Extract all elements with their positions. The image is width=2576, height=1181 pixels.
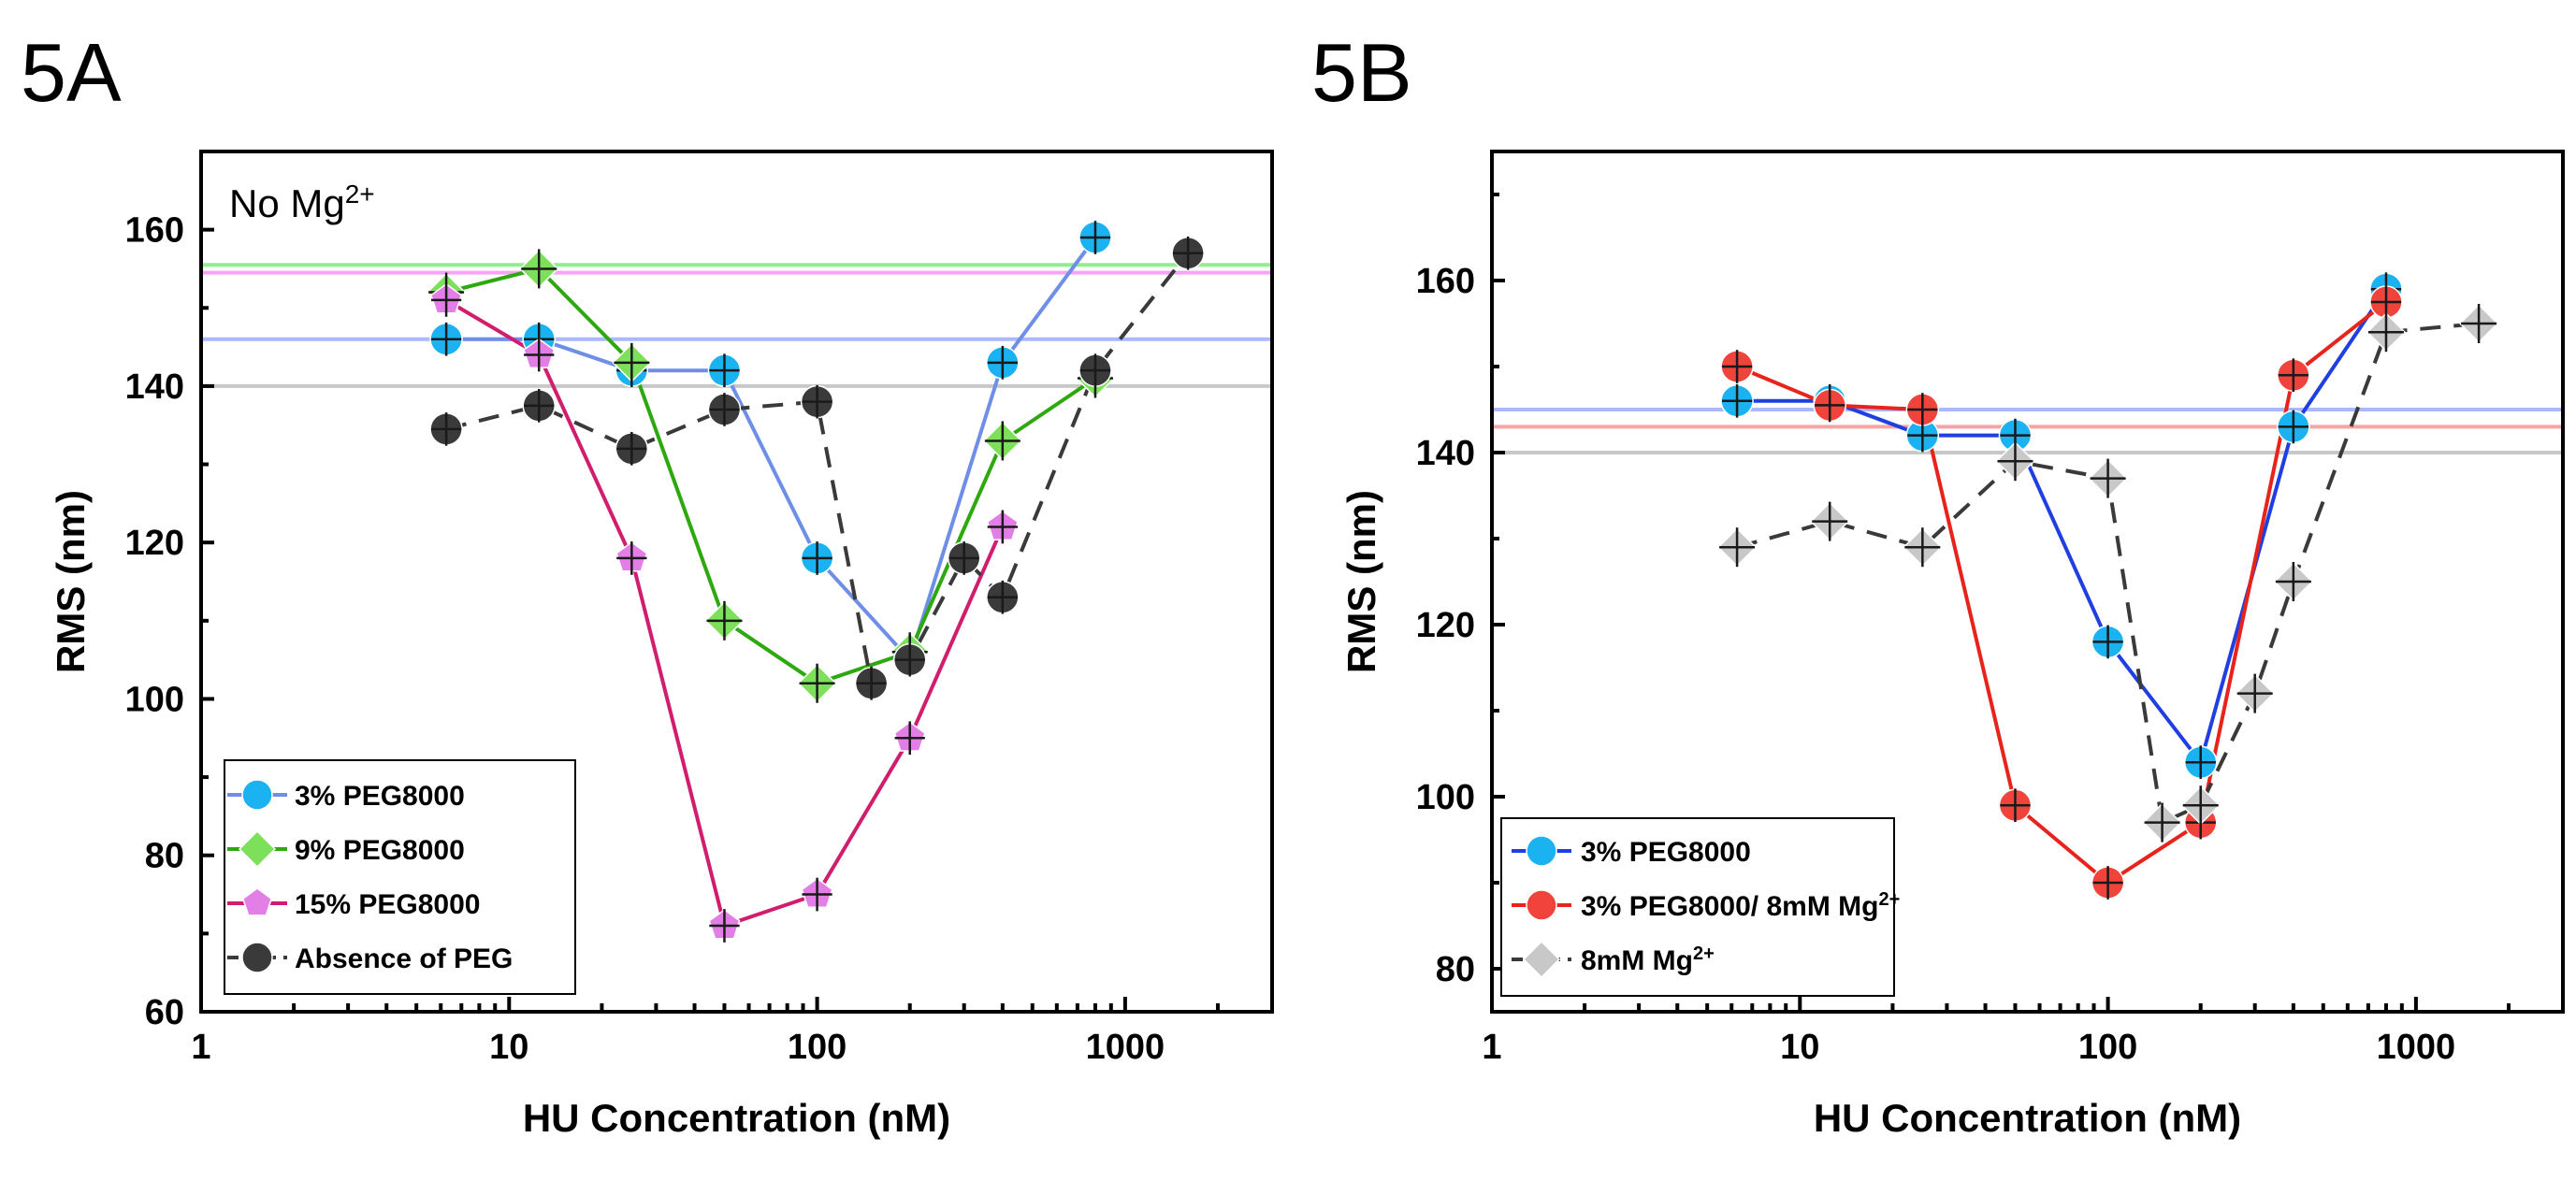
legend-box-a xyxy=(224,759,576,995)
y-tick-label-a-100: 100 xyxy=(125,680,184,719)
legend-marker-a-2 xyxy=(241,887,273,916)
legend-label-a-1: 9% PEG8000 xyxy=(295,835,465,866)
panel-label-a: 5A xyxy=(21,26,122,119)
y-tick-label-a-140: 140 xyxy=(125,367,184,407)
legend-label-a-2: 15% PEG8000 xyxy=(295,889,480,920)
y-axis-title-b: RMS (nm) xyxy=(1339,490,1383,673)
annotation-no-mg: No Mg2+ xyxy=(229,180,375,226)
x-axis-title-a: HU Concentration (nM) xyxy=(523,1096,950,1140)
legend-a: 3% PEG8000 9% PEG8000 15% PEG8000 Absence o… xyxy=(224,759,576,995)
legend-superscript: 2+ xyxy=(1878,889,1900,910)
series-line-a-3 xyxy=(445,252,1190,685)
x-tick-label-a-1: 1 xyxy=(191,1028,210,1067)
annotation-superscript: 2+ xyxy=(345,180,375,209)
x-tick-label-a-100: 100 xyxy=(788,1028,847,1067)
x-tick-label-a-1000: 1000 xyxy=(1086,1028,1165,1067)
panel-5a: 5A 60 80 100 120 140 160 1 10 100 1000 HU Concentra… xyxy=(21,26,1274,1140)
legend-label-a-0: 3% PEG8000 xyxy=(295,781,465,812)
y-tick-label-b-120: 120 xyxy=(1416,606,1475,645)
x-axis-title-b: HU Concentration (nM) xyxy=(1814,1096,2241,1140)
y-tick-label-b-140: 140 xyxy=(1416,434,1475,473)
x-tick-label-b-100: 100 xyxy=(2078,1028,2137,1067)
y-tick-label-a-80: 80 xyxy=(145,837,184,876)
legend-label-b-1: 3% PEG8000/ 8mM Mg2+ xyxy=(1581,889,1900,922)
y-tick-label-b-100: 100 xyxy=(1416,778,1475,817)
legend-marker-b-1 xyxy=(1526,889,1557,921)
x-tick-label-a-10: 10 xyxy=(489,1028,528,1067)
plot-frame-a xyxy=(199,150,1274,1014)
y-tick-label-a-60: 60 xyxy=(145,993,184,1032)
y-axis-title-a: RMS (nm) xyxy=(49,490,93,673)
panel-label-b: 5B xyxy=(1311,26,1412,119)
y-tick-label-b-80: 80 xyxy=(1436,950,1475,989)
x-tick-label-b-1: 1 xyxy=(1482,1028,1501,1067)
legend-marker-a-0 xyxy=(241,779,273,811)
legend-label-b-0: 3% PEG8000 xyxy=(1581,837,1751,868)
y-tick-label-b-160: 160 xyxy=(1416,262,1475,301)
series-line-b-2 xyxy=(1736,322,2480,825)
legend-superscript: 2+ xyxy=(1693,943,1715,964)
y-tick-label-a-160: 160 xyxy=(125,211,184,251)
y-tick-label-a-120: 120 xyxy=(125,524,184,563)
plot-frame-b xyxy=(1490,150,2565,1014)
x-tick-label-b-10: 10 xyxy=(1780,1028,1819,1067)
series-line-a-1 xyxy=(445,266,1097,685)
legend-label-a-3: Absence of PEG xyxy=(295,943,513,974)
legend-marker-a-3 xyxy=(241,942,273,973)
x-tick-label-b-1000: 1000 xyxy=(2377,1028,2456,1067)
legend-marker-b-2 xyxy=(1522,940,1561,979)
legend-marker-a-1 xyxy=(238,829,277,869)
legend-marker-b-0 xyxy=(1526,835,1557,867)
legend-b: 3% PEG8000 3% PEG8000/ 8mM Mg2+ 8mM Mg2+ xyxy=(1500,817,1900,997)
legend-label-b-2: 8mM Mg2+ xyxy=(1581,943,1715,976)
panel-5b: 5B 80 100 120 140 160 1 10 100 1000 HU Concentrati… xyxy=(1311,26,2565,1140)
